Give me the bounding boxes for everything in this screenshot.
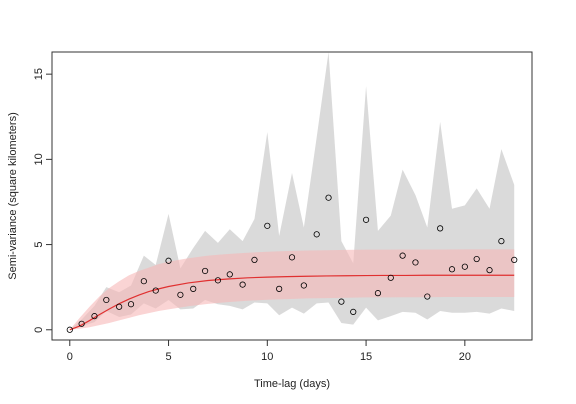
- y-tick-label: 15: [33, 68, 45, 80]
- data-point: [127, 301, 135, 308]
- x-tick-label: 5: [165, 351, 171, 363]
- data-point: [226, 271, 233, 278]
- data-point: [214, 277, 222, 284]
- x-axis: 0 5 10 15 20: [67, 339, 471, 363]
- x-axis-title: Time-lag (days): [254, 378, 330, 390]
- data-point: [461, 263, 468, 270]
- y-tick-label: 0: [33, 327, 45, 333]
- data-point: [177, 291, 184, 298]
- y-tick-label: 10: [33, 153, 45, 165]
- data-point: [140, 278, 147, 285]
- data-point: [152, 287, 159, 294]
- data-point: [448, 266, 456, 273]
- data-point: [251, 256, 258, 264]
- y-tick-label: 5: [33, 242, 45, 248]
- data-point: [325, 194, 332, 201]
- data-point: [362, 216, 370, 223]
- x-tick-label: 10: [261, 351, 273, 363]
- data-point: [66, 326, 73, 333]
- data-point: [264, 222, 271, 229]
- x-tick-label: 15: [360, 351, 372, 363]
- data-point: [424, 293, 431, 300]
- data-point: [387, 274, 394, 281]
- y-axis-title: Semi-variance (square kilometers): [7, 112, 19, 280]
- plot-area: [66, 52, 518, 333]
- data-point: [412, 259, 419, 266]
- data-point: [116, 303, 123, 310]
- fitted-variogram-line: [69, 274, 515, 331]
- data-point: [511, 256, 518, 264]
- data-point: [374, 290, 382, 297]
- data-point: [190, 285, 197, 292]
- data-point: [498, 238, 505, 245]
- data-point: [201, 267, 209, 275]
- data-point: [239, 281, 246, 288]
- data-point: [165, 257, 172, 264]
- data-point: [437, 225, 444, 232]
- x-tick-label: 0: [67, 351, 73, 363]
- y-axis: 0 5 10 15: [33, 68, 53, 333]
- data-point: [276, 285, 283, 292]
- data-point: [103, 296, 110, 304]
- data-point: [486, 267, 493, 274]
- data-point: [313, 231, 320, 238]
- data-point: [473, 255, 480, 263]
- data-point: [78, 320, 85, 327]
- x-tick-label: 20: [459, 351, 471, 363]
- data-point: [338, 298, 345, 305]
- data-point: [300, 282, 307, 289]
- data-point: [399, 252, 406, 259]
- data-point: [288, 254, 296, 261]
- fit-confidence-band: [69, 249, 515, 330]
- data-point: [91, 313, 98, 320]
- data-point: [350, 308, 357, 315]
